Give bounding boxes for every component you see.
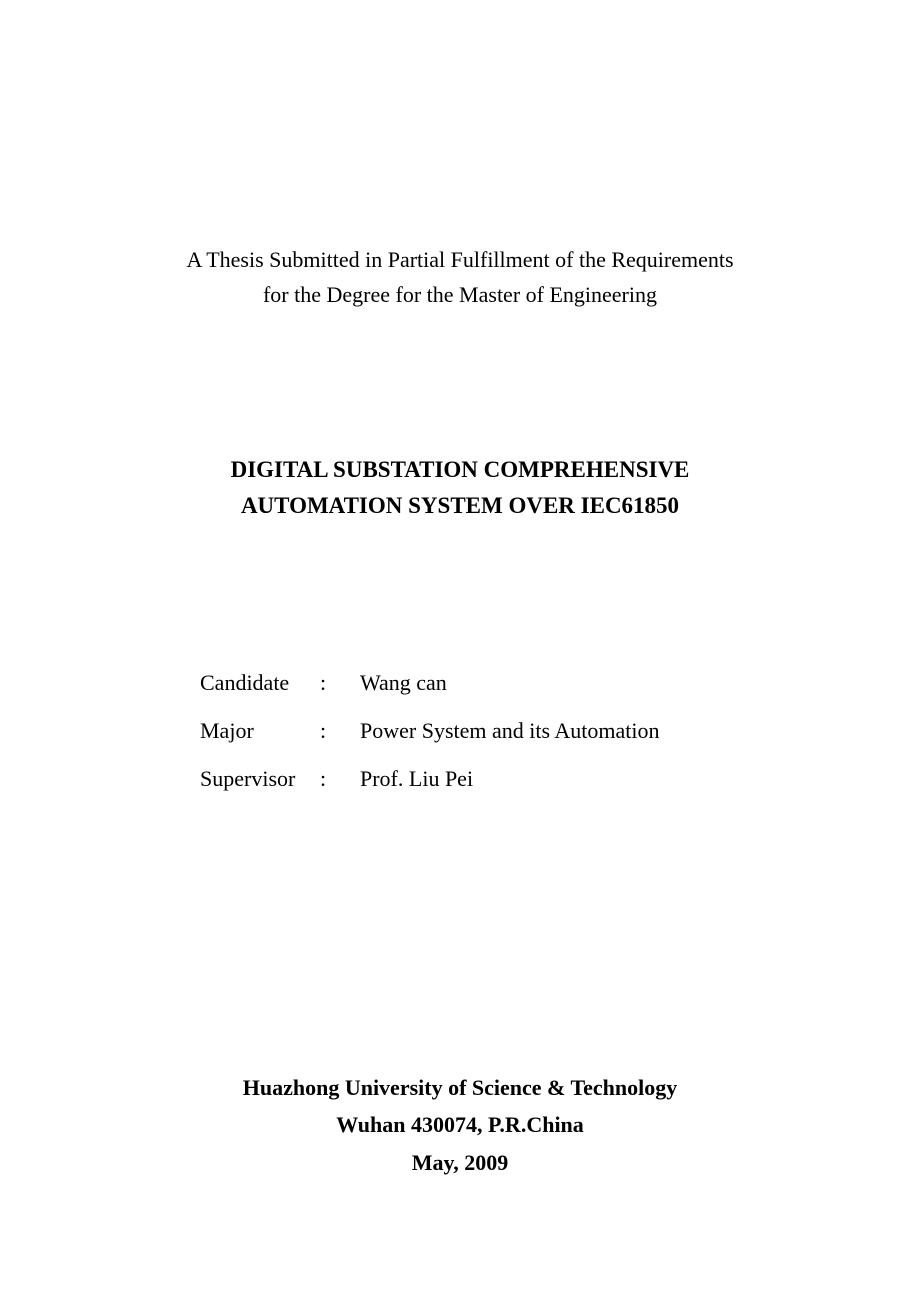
title-line-1: DIGITAL SUBSTATION COMPREHENSIVE [100, 452, 820, 488]
submission-line-1: A Thesis Submitted in Partial Fulfillmen… [100, 242, 820, 277]
colon: : [320, 755, 360, 803]
title-line-2: AUTOMATION SYSTEM OVER IEC61850 [100, 488, 820, 524]
supervisor-value: Prof. Liu Pei [360, 755, 820, 803]
candidate-value: Wang can [360, 659, 820, 707]
major-value: Power System and its Automation [360, 707, 820, 755]
thesis-info-block: Candidate : Wang can Major : Power Syste… [100, 524, 820, 804]
university-address: Wuhan 430074, P.R.China [100, 1106, 820, 1143]
institution-footer: Huazhong University of Science & Technol… [100, 804, 820, 1181]
thesis-title: DIGITAL SUBSTATION COMPREHENSIVE AUTOMAT… [100, 312, 820, 523]
colon: : [320, 659, 360, 707]
colon: : [320, 707, 360, 755]
major-row: Major : Power System and its Automation [200, 707, 820, 755]
major-label: Major [200, 707, 320, 755]
candidate-row: Candidate : Wang can [200, 659, 820, 707]
submission-line-2: for the Degree for the Master of Enginee… [100, 277, 820, 312]
supervisor-row: Supervisor : Prof. Liu Pei [200, 755, 820, 803]
submission-statement: A Thesis Submitted in Partial Fulfillmen… [100, 0, 820, 312]
thesis-date: May, 2009 [100, 1144, 820, 1181]
thesis-title-page: A Thesis Submitted in Partial Fulfillmen… [0, 0, 920, 1302]
university-name: Huazhong University of Science & Technol… [100, 1069, 820, 1106]
candidate-label: Candidate [200, 659, 320, 707]
supervisor-label: Supervisor [200, 755, 320, 803]
